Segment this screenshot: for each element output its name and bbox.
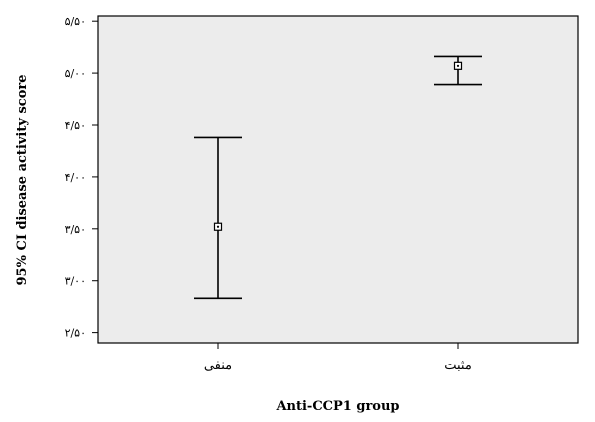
y-axis-ticks: ۲/۵۰ ۳/۰۰ ۳/۵۰ ۴/۰۰ ۴/۵۰ ۵/۰۰ ۵/۵۰ [65,15,98,340]
y-tick-label: ۴/۵۰ [65,119,86,132]
x-axis-ticks: منفی مثبت [204,343,472,373]
y-tick-label: ۵/۵۰ [65,15,86,28]
mean-marker-dot [456,64,460,67]
plot-area [97,15,579,344]
mean-marker-dot [216,225,220,228]
x-axis-title: Anti-CCP1 group [275,399,399,414]
y-tick-label: ۳/۰۰ [65,275,86,288]
y-tick-label: ۵/۰۰ [65,67,86,80]
x-tick-label: مثبت [444,358,472,373]
y-tick-label: ۴/۰۰ [65,171,86,184]
y-axis-title: 95% CI disease activity score [15,75,30,286]
y-tick-label: ۲/۵۰ [65,327,86,340]
error-bars [194,55,482,300]
x-tick-label: منفی [204,358,232,373]
y-tick-label: ۳/۵۰ [65,223,86,236]
